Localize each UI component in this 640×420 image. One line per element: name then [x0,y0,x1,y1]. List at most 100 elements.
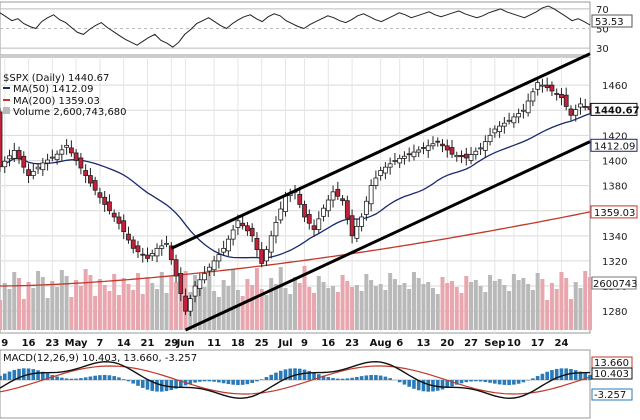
candle-body [435,140,441,143]
macd-hist-bar [374,375,378,380]
macd-label: MACD(12,26,9) 10.403, 13.660, -3.257 [3,353,197,364]
volume-bar [316,276,321,330]
date-label: 9 [1,338,8,349]
macd-hist-bar [521,380,526,383]
date-label: 13 [417,338,431,349]
volume-bar [50,281,55,330]
candle-body [383,166,388,174]
price-tick-label: 1340 [602,232,627,243]
volume-bar [55,287,60,330]
candle-body [0,111,3,168]
candle-body [554,93,560,95]
candle-body [73,152,79,161]
volume-bar [59,270,64,330]
volume-bar [326,288,331,330]
macd-hist-bar [179,380,183,388]
volume-bar [345,281,350,330]
volume-bar [478,286,483,330]
volume-bar [116,295,121,330]
date-label: 25 [255,338,269,349]
macd-hist-bar [7,371,12,380]
volume-bar [88,275,93,330]
trend-line-upper [170,52,591,250]
macd-hist-bar [255,380,259,382]
date-label: 21 [141,338,155,349]
macd-hist-bar [416,380,421,391]
macd-hist-bar [60,377,64,380]
price-tag-label: 1412.09 [594,141,635,152]
volume-bar [36,271,41,330]
volume-bar [516,280,521,330]
macd-hist-bar [45,373,50,380]
volume-bar [578,288,583,330]
candle-body [92,180,98,191]
macd-hist-bar [193,380,197,383]
macd-hist-bar [445,380,450,388]
macd-hist-bar [469,380,473,382]
price-tag-box [590,205,638,219]
candle-body [349,215,355,237]
volume-bar [359,291,364,330]
rsi-tick-label: 50 [596,25,609,36]
volume-bar [31,288,36,330]
macd-hist-bar [169,380,174,391]
candle-body [368,185,374,205]
volume-bar [464,276,469,330]
rsi-grid [0,8,590,49]
macd-hist-bar [31,369,36,380]
macd-hist-bar [312,372,316,380]
candle-body [444,145,450,151]
volume-bar [17,278,22,330]
volume-bar [378,284,383,330]
volume-bar [40,277,45,330]
macd-hist-bar [202,380,207,382]
macd-hist-bar [540,373,545,380]
volume-bar [12,272,17,330]
price-tag-box [590,102,638,116]
legend-ma200: MA(200) 1359.03 [13,96,100,107]
volume-bar [335,292,340,330]
volume-bar [540,279,545,330]
macd-hist-bar [573,370,578,380]
macd-hist-bar [516,380,521,384]
macd-tag-hist-box [591,388,633,401]
volume-bar [131,290,136,330]
candle-body [111,212,117,218]
candle-body [344,200,350,219]
candle-body [26,169,31,176]
macd-hist-bar [188,380,193,384]
volume-bar [354,285,359,330]
candle-body [140,253,146,256]
macd-hist-bar [388,378,392,380]
price-tick-label: 1280 [602,307,627,318]
macd-hist-bar [554,368,559,380]
date-label: 7 [96,338,103,349]
volume-bar [435,294,440,330]
macd-hist-bar [207,380,212,382]
volume-bar [245,279,250,330]
volume-bar [269,278,274,330]
price-tick-label: 1320 [602,257,627,268]
date-label: 16 [321,338,335,349]
candle-body [492,128,498,134]
volume-bar [112,274,117,330]
rsi-tick-label: 70 [596,5,609,16]
volume-bar [97,279,102,330]
candle-body [35,166,41,170]
volume-bar [535,273,540,330]
volume-bar [588,277,592,330]
volume-bar [450,281,455,330]
macd-hist-bar [502,380,507,385]
candle-body [88,175,93,184]
candle-body [354,225,360,239]
candle-body [268,235,274,253]
volume-bar [2,283,7,330]
macd-hist-bar [369,375,373,380]
volume-bar [473,280,478,330]
macd-hist-bar [435,380,440,391]
date-label: Jul [277,338,292,349]
volume-bar [235,290,240,330]
volume-bar [140,294,145,330]
volume-bar [102,285,107,330]
